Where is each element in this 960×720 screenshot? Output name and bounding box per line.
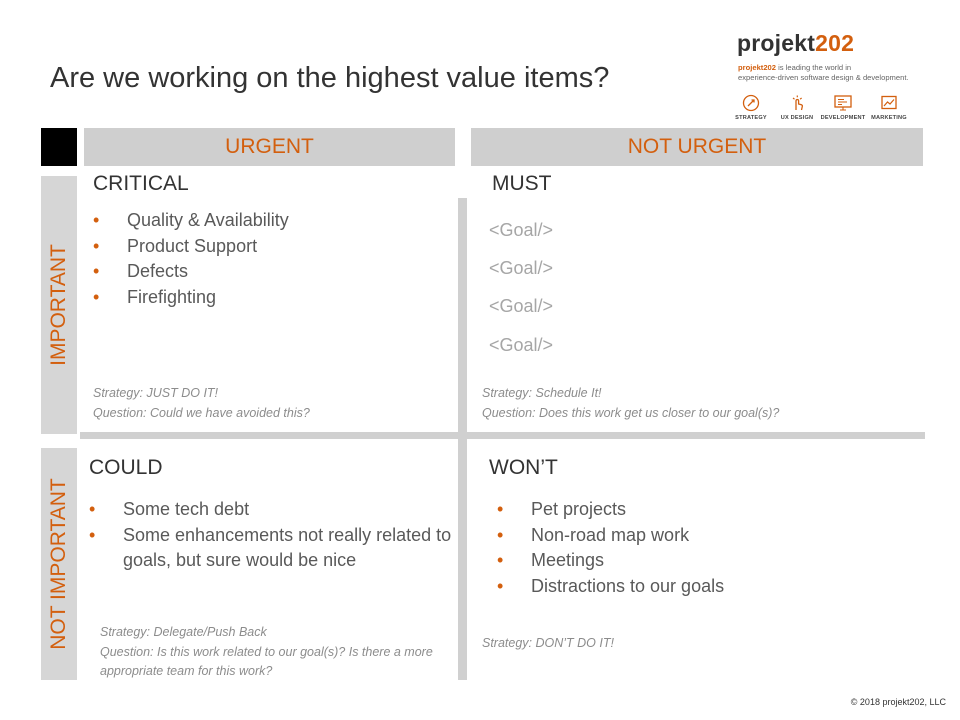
must-strategy-note: Strategy: Schedule It! Question: Does th… bbox=[482, 384, 912, 423]
row-header-important: IMPORTANT bbox=[41, 176, 77, 434]
question-text: Question: Could we have avoided this? bbox=[93, 405, 310, 420]
horizontal-divider bbox=[80, 432, 925, 439]
wont-list: Pet projects Non-road map work Meetings … bbox=[497, 497, 897, 599]
service-strategy: STRATEGY bbox=[727, 94, 775, 121]
quadrant-title-could: COULD bbox=[89, 456, 163, 479]
strategy-text: Strategy: Delegate/Push Back bbox=[100, 625, 267, 639]
marketing-icon bbox=[881, 95, 897, 110]
vertical-divider bbox=[458, 198, 467, 680]
service-marketing: MARKETING bbox=[865, 94, 913, 121]
list-item: Pet projects bbox=[497, 497, 897, 523]
could-strategy-note: Strategy: Delegate/Push Back Question: I… bbox=[100, 623, 450, 682]
strategy-text: Strategy: DON’T DO IT! bbox=[482, 636, 614, 650]
quadrant-title-wont: WON’T bbox=[489, 456, 558, 479]
logo-word-number: 202 bbox=[815, 30, 855, 56]
logo-wordmark: projekt202 bbox=[737, 30, 854, 57]
logo-tagline-line1: projekt202 is leading the world in bbox=[738, 63, 851, 72]
list-item: Distractions to our goals bbox=[497, 574, 897, 600]
row-label-not-important: NOT IMPORTANT bbox=[47, 478, 70, 650]
service-development: DEVELOPMENT bbox=[819, 94, 867, 121]
list-item: Quality & Availability bbox=[93, 208, 433, 234]
critical-strategy-note: Strategy: JUST DO IT! Question: Could we… bbox=[93, 384, 433, 423]
list-item: Meetings bbox=[497, 548, 897, 574]
goal-placeholder: <Goal/> bbox=[489, 258, 554, 278]
list-item: Defects bbox=[93, 259, 433, 285]
list-item: Firefighting bbox=[93, 285, 433, 311]
column-header-not-urgent: NOT URGENT bbox=[471, 128, 923, 166]
row-header-not-important: NOT IMPORTANT bbox=[41, 448, 77, 680]
goal-placeholder: <Goal/> bbox=[489, 335, 554, 355]
critical-list: Quality & Availability Product Support D… bbox=[93, 208, 433, 310]
service-label: MARKETING bbox=[871, 115, 907, 121]
service-label: DEVELOPMENT bbox=[820, 115, 866, 121]
quadrant-title-must: MUST bbox=[492, 172, 552, 195]
column-header-urgent: URGENT bbox=[84, 128, 455, 166]
company-logo: projekt202 projekt202 is leading the wor… bbox=[735, 30, 937, 130]
logo-tagline-rest: is leading the world in bbox=[776, 63, 852, 72]
logo-tagline-brand: projekt202 bbox=[738, 63, 776, 72]
copyright-text: © 2018 projekt202, LLC bbox=[850, 697, 946, 707]
list-item: Some tech debt bbox=[89, 497, 459, 523]
goal-placeholder: <Goal/> bbox=[489, 296, 554, 316]
list-item: Product Support bbox=[93, 234, 433, 260]
quadrant-title-critical: CRITICAL bbox=[93, 172, 189, 195]
strategy-text: Strategy: JUST DO IT! bbox=[93, 386, 219, 400]
strategy-icon bbox=[742, 94, 760, 112]
page-title: Are we working on the highest value item… bbox=[50, 62, 610, 94]
row-label-important: IMPORTANT bbox=[47, 244, 70, 366]
wont-strategy-note: Strategy: DON’T DO IT! bbox=[482, 634, 882, 654]
service-ux-design: UX DESIGN bbox=[773, 94, 821, 121]
list-item: Some enhancements not really related to … bbox=[89, 523, 459, 574]
could-list: Some tech debt Some enhancements not rea… bbox=[89, 497, 459, 574]
list-item: Non-road map work bbox=[497, 523, 897, 549]
logo-tagline-line2: experience-driven software design & deve… bbox=[738, 73, 909, 82]
ux-design-icon bbox=[792, 95, 804, 111]
goal-placeholder: <Goal/> bbox=[489, 220, 554, 240]
question-text: Question: Does this work get us closer t… bbox=[482, 405, 780, 420]
service-label: UX DESIGN bbox=[780, 115, 814, 121]
corner-block bbox=[41, 128, 77, 166]
service-label: STRATEGY bbox=[735, 115, 767, 121]
development-icon bbox=[834, 95, 852, 111]
strategy-text: Strategy: Schedule It! bbox=[482, 386, 602, 400]
question-text: Question: Is this work related to our go… bbox=[100, 644, 433, 679]
logo-word-prefix: projekt bbox=[737, 30, 816, 56]
